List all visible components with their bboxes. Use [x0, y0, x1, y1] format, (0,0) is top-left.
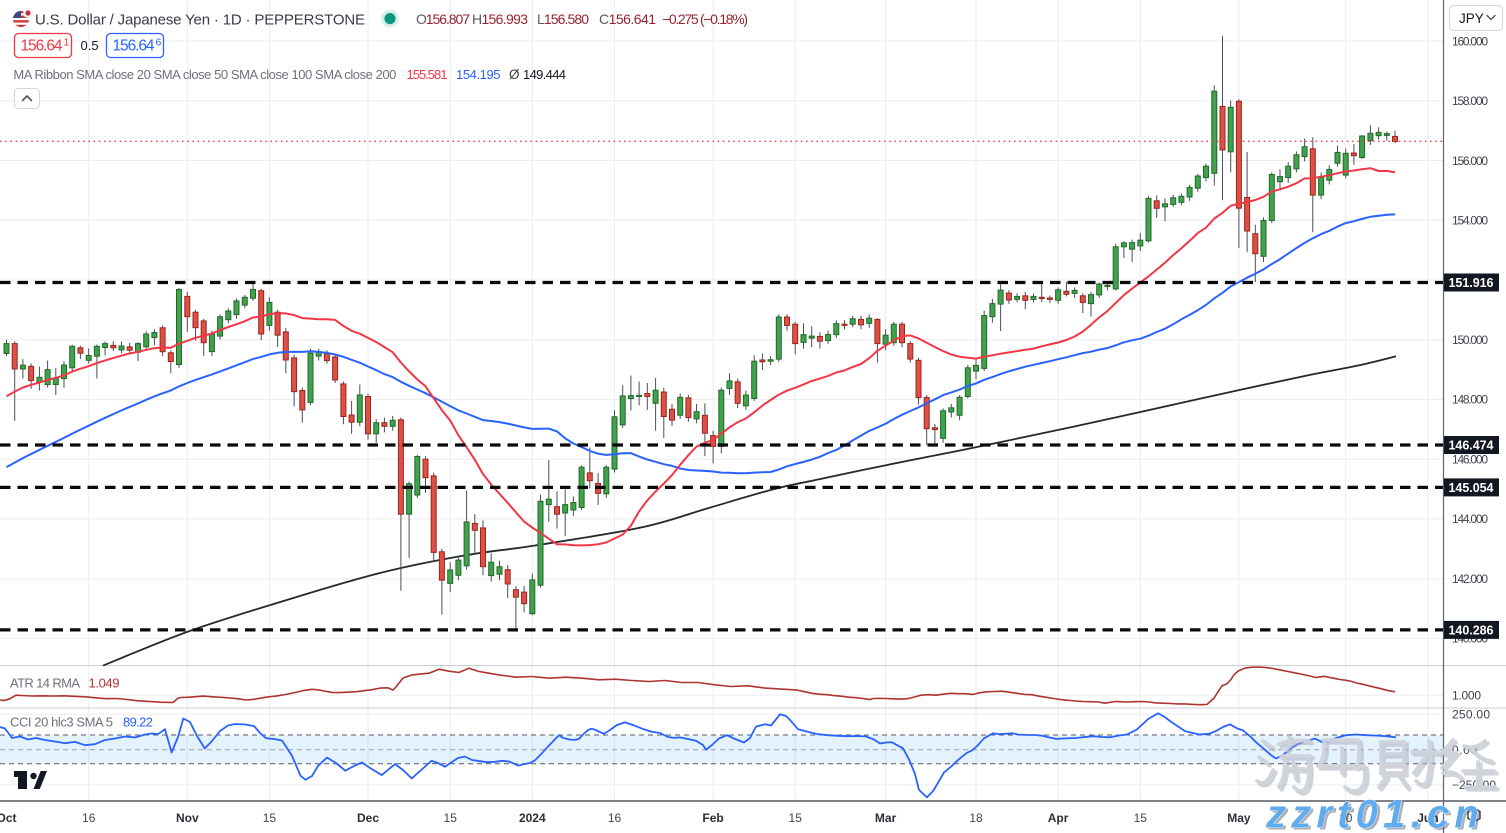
svg-text:156.64: 156.64	[21, 38, 63, 55]
svg-text:May: May	[1227, 811, 1251, 825]
svg-text:0.5: 0.5	[81, 38, 99, 53]
svg-text:Jun: Jun	[1417, 811, 1438, 825]
svg-text:16: 16	[82, 811, 96, 825]
svg-text:144.000: 144.000	[1452, 512, 1488, 526]
svg-text:Oct: Oct	[0, 811, 17, 825]
svg-text:L156.580: L156.580	[537, 11, 589, 27]
svg-text:zzrt01.cn: zzrt01.cn	[1265, 793, 1484, 833]
svg-text:zzrt01.cn: zzrt01.cn	[1268, 795, 1487, 833]
svg-text:Mar: Mar	[875, 811, 897, 825]
svg-text:16: 16	[608, 811, 622, 825]
svg-text:CCI 20 hlc3 SMA 5: CCI 20 hlc3 SMA 5	[10, 715, 113, 730]
svg-text:156.000: 156.000	[1452, 154, 1488, 168]
svg-text:U.S. Dollar / Japanese Yen · 1: U.S. Dollar / Japanese Yen · 1D · PEPPER…	[35, 12, 365, 29]
svg-text:151.916: 151.916	[1449, 276, 1494, 290]
svg-text:154.195: 154.195	[456, 67, 501, 82]
svg-text:1.049: 1.049	[89, 676, 120, 691]
svg-text:15: 15	[1134, 811, 1148, 825]
svg-text:15: 15	[444, 811, 458, 825]
svg-text:2024: 2024	[519, 811, 546, 825]
svg-text:146.000: 146.000	[1452, 453, 1488, 467]
svg-text:150.000: 150.000	[1452, 333, 1488, 347]
svg-text:15: 15	[789, 811, 803, 825]
svg-text:148.000: 148.000	[1452, 393, 1488, 407]
svg-text:146.474: 146.474	[1449, 439, 1494, 453]
svg-text:145.054: 145.054	[1449, 481, 1494, 495]
svg-text:142.000: 142.000	[1452, 572, 1488, 586]
svg-text:O156.807: O156.807	[416, 11, 470, 27]
svg-text:−0.275 (−0.18%): −0.275 (−0.18%)	[662, 11, 748, 27]
svg-text:155.581: 155.581	[407, 67, 448, 82]
svg-text:Apr: Apr	[1048, 811, 1069, 825]
svg-text:140.286: 140.286	[1449, 623, 1494, 637]
svg-text:15: 15	[263, 811, 277, 825]
svg-text:149.444: 149.444	[523, 67, 566, 82]
svg-text:MA Ribbon SMA close 20 SMA clo: MA Ribbon SMA close 20 SMA close 50 SMA …	[13, 67, 396, 82]
svg-text:250.00: 250.00	[1452, 708, 1490, 722]
svg-text:Ø: Ø	[509, 67, 520, 82]
svg-text:158.000: 158.000	[1452, 94, 1488, 108]
svg-text:18: 18	[969, 811, 983, 825]
svg-text:H156.993: H156.993	[472, 11, 528, 27]
svg-text:Dec: Dec	[357, 811, 379, 825]
svg-text:Feb: Feb	[702, 811, 723, 825]
svg-text:ATR 14 RMA: ATR 14 RMA	[10, 676, 80, 691]
svg-text:154.000: 154.000	[1452, 214, 1488, 228]
svg-text:20: 20	[1339, 811, 1353, 825]
svg-text:1: 1	[64, 37, 70, 49]
svg-text:1.000: 1.000	[1452, 689, 1481, 703]
svg-text:C156.641: C156.641	[599, 11, 656, 27]
svg-text:156.64: 156.64	[113, 38, 155, 55]
svg-text:JPY: JPY	[1459, 11, 1484, 26]
svg-text:6: 6	[156, 37, 162, 49]
svg-text:160.000: 160.000	[1452, 34, 1488, 48]
svg-text:Nov: Nov	[176, 811, 199, 825]
svg-text:89.22: 89.22	[123, 715, 153, 730]
